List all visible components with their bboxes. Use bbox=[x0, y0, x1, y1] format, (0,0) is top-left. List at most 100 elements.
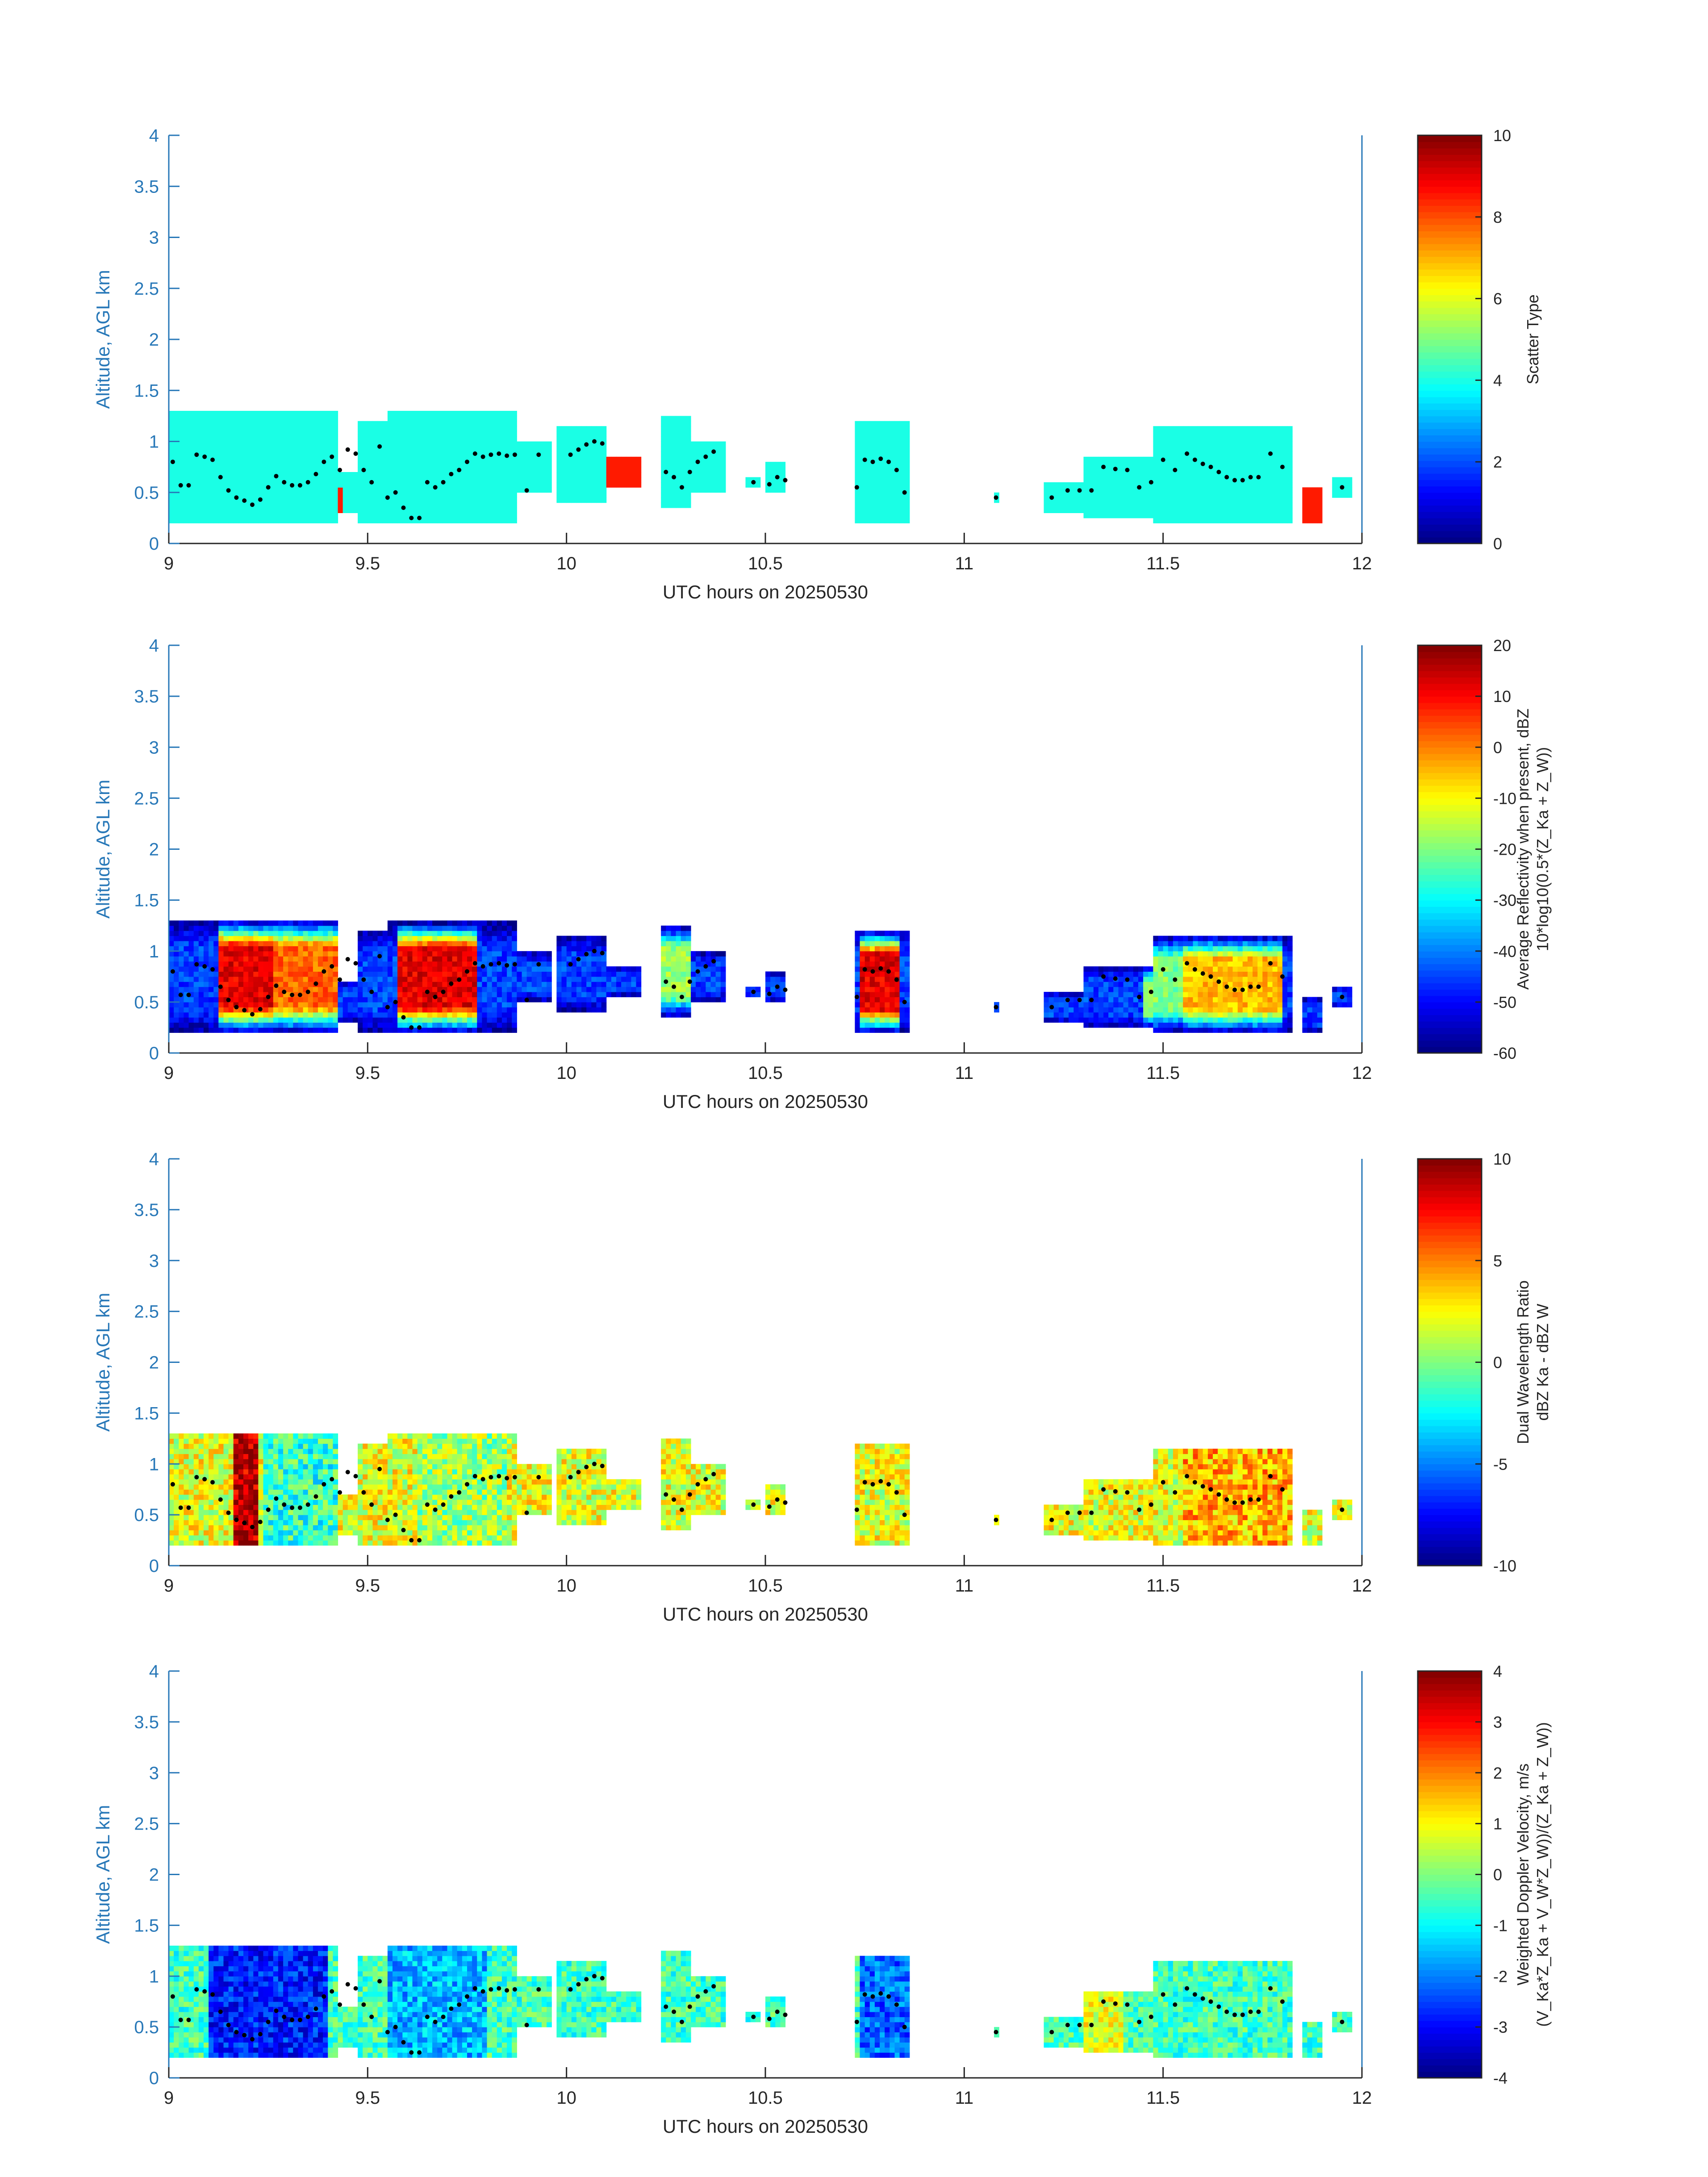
heatmap-cell bbox=[1168, 456, 1173, 462]
heatmap-cell bbox=[1277, 426, 1283, 432]
heatmap-cell bbox=[437, 1012, 443, 1018]
heatmap-cell bbox=[184, 1022, 189, 1028]
heatmap-cell bbox=[253, 986, 259, 992]
heatmap-cell bbox=[685, 502, 691, 508]
heatmap-cell bbox=[1223, 518, 1228, 523]
heatmap-cell bbox=[223, 956, 229, 962]
heatmap-cell bbox=[203, 931, 209, 936]
heatmap-cell bbox=[298, 997, 304, 1003]
heatmap-cell bbox=[209, 441, 214, 447]
heatmap-cell bbox=[442, 446, 447, 452]
heatmap-cell bbox=[209, 940, 214, 946]
heatmap-cell bbox=[472, 976, 477, 982]
heatmap-cell bbox=[1158, 456, 1164, 462]
cloud-top-dot bbox=[385, 495, 390, 500]
heatmap-cell bbox=[412, 441, 418, 447]
heatmap-cell bbox=[1203, 436, 1208, 442]
heatmap-cell bbox=[1247, 487, 1253, 493]
heatmap-cell bbox=[1168, 492, 1173, 498]
heatmap-cell bbox=[188, 518, 194, 523]
heatmap-cell bbox=[263, 431, 269, 437]
heatmap-cell bbox=[606, 462, 612, 468]
heatmap-cell bbox=[457, 487, 463, 493]
heatmap-cell bbox=[1267, 426, 1273, 432]
heatmap-cell bbox=[253, 946, 259, 952]
heatmap-cell bbox=[507, 446, 512, 452]
heatmap-cell bbox=[701, 487, 706, 493]
heatmap-cell bbox=[487, 472, 493, 477]
heatmap-cell bbox=[293, 477, 298, 483]
heatmap-cell bbox=[437, 431, 443, 437]
heatmap-cell bbox=[676, 925, 681, 931]
heatmap-cell bbox=[477, 421, 482, 426]
heatmap-cell bbox=[880, 518, 885, 523]
heatmap-cell bbox=[318, 431, 323, 437]
heatmap-cell bbox=[1118, 467, 1124, 472]
heatmap-cell bbox=[209, 992, 214, 998]
heatmap-cell bbox=[248, 508, 254, 513]
heatmap-cell bbox=[323, 956, 328, 962]
heatmap-cell bbox=[507, 961, 512, 967]
heatmap-cell bbox=[616, 472, 622, 477]
heatmap-cell bbox=[407, 946, 413, 952]
heatmap-cell bbox=[1138, 472, 1144, 477]
heatmap-cell bbox=[1213, 518, 1218, 523]
heatmap-cell bbox=[303, 411, 309, 416]
heatmap-cell bbox=[507, 1002, 512, 1007]
heatmap-cell bbox=[512, 982, 517, 987]
heatmap-cell bbox=[492, 492, 497, 498]
heatmap-cell bbox=[1193, 513, 1199, 518]
heatmap-cell bbox=[303, 477, 309, 483]
heatmap-cell bbox=[417, 431, 423, 437]
heatmap-cell bbox=[526, 456, 532, 462]
heatmap-cell bbox=[323, 477, 328, 483]
heatmap-cell bbox=[452, 971, 458, 977]
heatmap-cell bbox=[596, 451, 602, 457]
heatmap-cell bbox=[338, 1002, 343, 1007]
heatmap-cell bbox=[526, 986, 532, 992]
heatmap-cell bbox=[472, 986, 477, 992]
heatmap-cell bbox=[462, 936, 468, 941]
heatmap-cell bbox=[467, 451, 472, 457]
heatmap-cell bbox=[1247, 482, 1253, 488]
heatmap-cell bbox=[1098, 467, 1104, 472]
heatmap-cell bbox=[467, 456, 472, 462]
heatmap-cell bbox=[223, 966, 229, 972]
heatmap-cell bbox=[169, 421, 174, 426]
heatmap-cell bbox=[328, 467, 333, 472]
heatmap-cell bbox=[1083, 467, 1089, 472]
heatmap-cell bbox=[248, 487, 254, 493]
heatmap-cell bbox=[303, 436, 309, 442]
heatmap-cell bbox=[462, 1022, 468, 1028]
heatmap-cell bbox=[253, 441, 259, 447]
heatmap-cell bbox=[273, 936, 279, 941]
heatmap-cell bbox=[412, 502, 418, 508]
heatmap-cell bbox=[1088, 477, 1094, 483]
heatmap-cell bbox=[1247, 513, 1253, 518]
heatmap-cell bbox=[576, 940, 582, 946]
heatmap-cell bbox=[512, 446, 517, 452]
cloud-top-dot bbox=[862, 457, 867, 462]
heatmap-cell bbox=[745, 477, 751, 483]
heatmap-cell bbox=[472, 411, 477, 416]
heatmap-cell bbox=[889, 487, 895, 493]
heatmap-cell bbox=[432, 992, 438, 998]
heatmap-cell bbox=[512, 1017, 517, 1023]
heatmap-cell bbox=[288, 462, 293, 468]
heatmap-cell bbox=[626, 976, 631, 982]
heatmap-cell bbox=[387, 1012, 393, 1018]
heatmap-cell bbox=[581, 482, 587, 488]
heatmap-cell bbox=[278, 513, 284, 518]
heatmap-cell bbox=[263, 997, 269, 1003]
heatmap-cell bbox=[372, 966, 378, 972]
heatmap-cell bbox=[1168, 508, 1173, 513]
heatmap-cell bbox=[417, 426, 423, 432]
heatmap-cell bbox=[596, 951, 602, 957]
heatmap-cell bbox=[1193, 462, 1199, 468]
heatmap-cell bbox=[1093, 482, 1099, 488]
heatmap-cell bbox=[1213, 431, 1218, 437]
heatmap-cell bbox=[497, 920, 502, 926]
heatmap-cell bbox=[273, 411, 279, 416]
heatmap-cell bbox=[497, 976, 502, 982]
heatmap-cell bbox=[1153, 482, 1159, 488]
